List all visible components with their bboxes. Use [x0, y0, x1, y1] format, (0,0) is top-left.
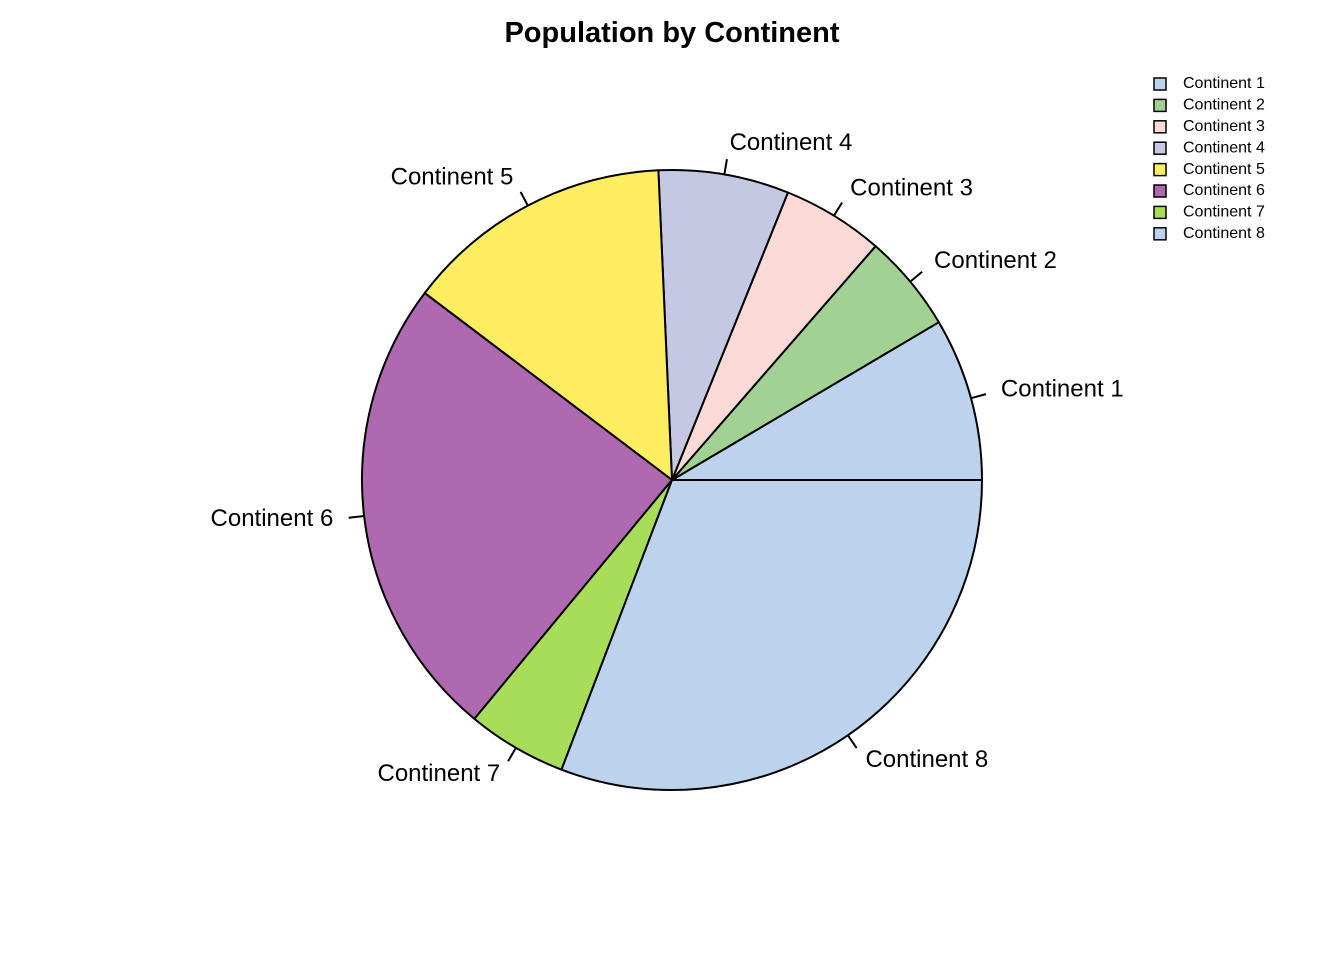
- legend-label-3: Continent 3: [1183, 118, 1265, 135]
- legend-swatch-5: [1153, 162, 1167, 177]
- slice-label-3: Continent 3: [850, 175, 973, 202]
- slice-label-8: Continent 8: [865, 746, 988, 773]
- legend-label-1: Continent 1: [1183, 75, 1265, 92]
- legend-label-4: Continent 4: [1183, 139, 1265, 156]
- legend-label-8: Continent 8: [1183, 225, 1265, 242]
- slice-labels: Continent 1 Continent 2 Continent 3 Contine…: [211, 129, 1124, 787]
- slice-tick-8: [847, 734, 858, 749]
- legend-swatch-8: [1153, 227, 1167, 241]
- legend-swatch-4: [1153, 141, 1167, 155]
- legend-label-5: Continent 5: [1183, 161, 1265, 178]
- slice-tick-4: [723, 159, 728, 175]
- legend-label-6: Continent 6: [1183, 182, 1265, 199]
- pie-slice-5: [423, 169, 673, 481]
- slice-tick-3: [833, 201, 843, 217]
- pie-slice-4: [657, 169, 789, 481]
- pie-slice-8: [560, 479, 983, 791]
- slice-label-2: Continent 2: [934, 247, 1057, 274]
- pie-slice-6: [361, 292, 673, 720]
- legend-swatch-2: [1153, 98, 1167, 113]
- legend: Continent 1 Continent 2 Continent 3 Contine…: [1153, 75, 1265, 242]
- legend-swatch-3: [1153, 120, 1167, 134]
- legend-label-7: Continent 7: [1183, 204, 1265, 221]
- slice-label-1: Continent 1: [1001, 375, 1124, 402]
- legend-swatch-6: [1153, 184, 1167, 198]
- slice-label-4: Continent 4: [730, 129, 853, 156]
- slice-tick-6: [348, 514, 365, 519]
- legend-swatch-7: [1153, 205, 1167, 220]
- slice-tick-1: [970, 393, 987, 400]
- chart-title: Population by Continent: [504, 17, 839, 49]
- legend-swatch-1: [1153, 77, 1167, 91]
- legend-label-2: Continent 2: [1183, 97, 1265, 114]
- slice-label-6: Continent 6: [211, 505, 334, 532]
- slice-tick-7: [507, 747, 517, 762]
- slice-label-7: Continent 7: [377, 760, 500, 787]
- slice-tick-5: [519, 191, 529, 207]
- slice-tick-2: [909, 270, 923, 283]
- slice-label-5: Continent 5: [391, 163, 514, 190]
- pie-slices: [361, 169, 983, 791]
